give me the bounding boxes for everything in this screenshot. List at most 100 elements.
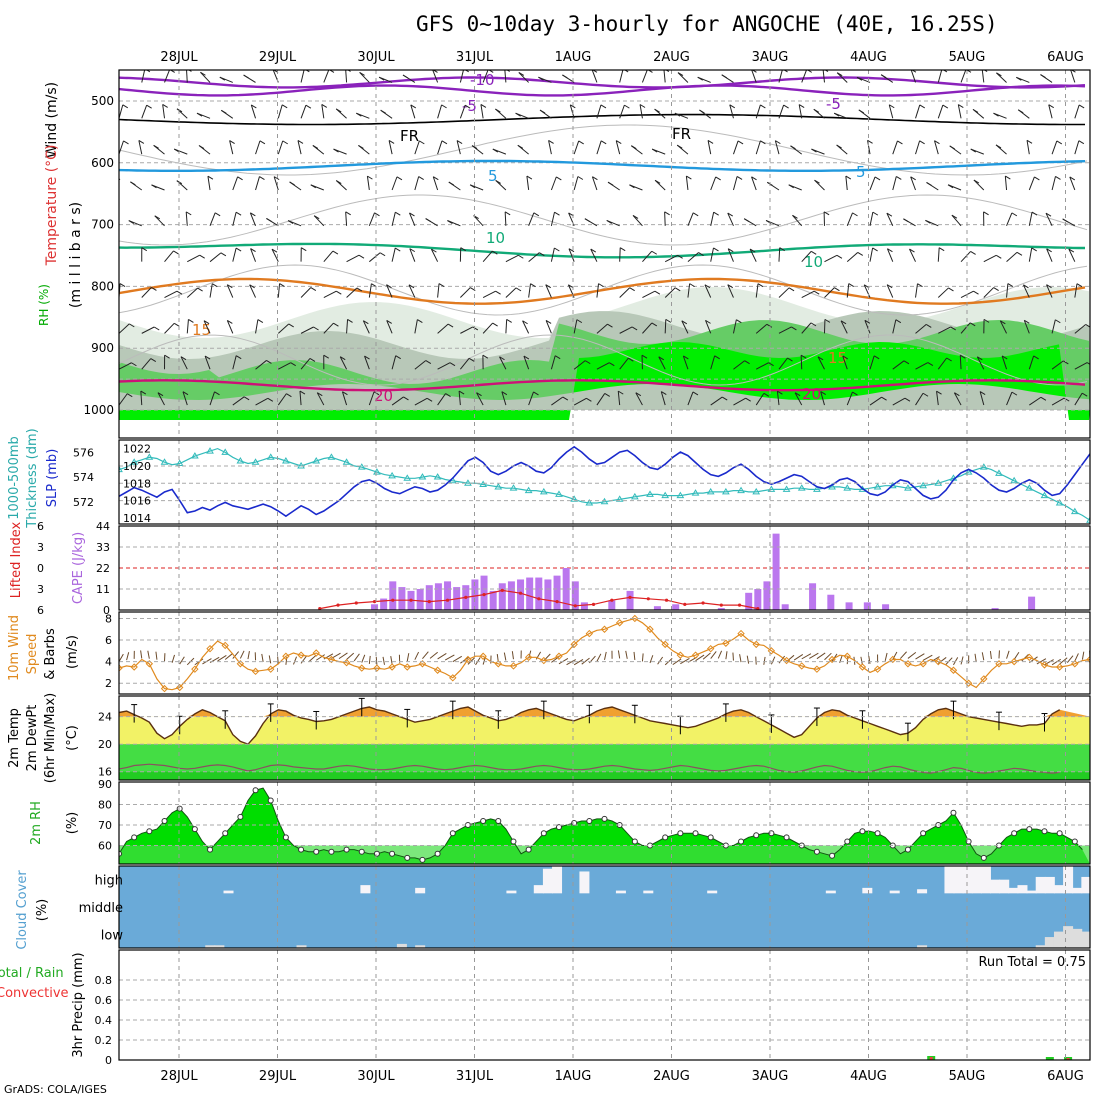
wind-marker <box>1071 660 1079 668</box>
li-marker <box>518 591 523 595</box>
wind-barb-10m <box>824 652 832 661</box>
wind-barb-flag <box>517 144 524 149</box>
wind-barb-10m <box>368 655 371 664</box>
wind-barb-10m <box>633 651 636 660</box>
wind-barb-flag <box>141 247 148 252</box>
contour-label: -10 <box>470 71 495 89</box>
wind-barb <box>820 391 825 406</box>
wind-barb <box>388 140 393 155</box>
wind-barb <box>141 105 148 119</box>
wind-barb-10m <box>596 653 602 662</box>
wind-barb <box>792 215 803 227</box>
thickness-marker <box>266 453 275 460</box>
date-label-bottom: 1AUG <box>555 1069 592 1084</box>
wind-marker <box>767 647 776 655</box>
rh-marker <box>222 830 229 837</box>
thickness-marker <box>479 480 488 487</box>
precip-conv-bar <box>929 1057 933 1060</box>
wind-barb-flag <box>727 212 734 217</box>
wind-barb-flag <box>367 175 373 180</box>
wind-barb <box>226 284 234 298</box>
wind-barb-flag <box>356 287 363 292</box>
wind-barb <box>278 362 291 370</box>
temp-contour <box>119 242 1085 259</box>
wind-marker <box>449 674 457 682</box>
wind-barb-flag <box>221 109 227 114</box>
wind-barb-flag <box>328 70 335 73</box>
contour-label: FR <box>400 127 419 145</box>
label-wind10-3: & Barbs <box>43 628 58 680</box>
wind-barb-10m <box>315 654 325 661</box>
wind-barb <box>663 70 666 83</box>
wind-barb-10m <box>981 652 985 661</box>
wind-barb-10m <box>625 650 628 659</box>
wind10-panel <box>119 614 1090 693</box>
cape-bar <box>526 577 534 610</box>
wind-barb-10m <box>573 658 584 666</box>
wind-barb <box>250 104 257 119</box>
wind-marker <box>119 664 123 672</box>
wind-barb-flag <box>336 290 342 295</box>
wind-barb-flag <box>323 354 329 359</box>
li-marker <box>391 598 395 602</box>
cape-bar <box>553 575 561 610</box>
wind-barb-flag <box>173 148 180 153</box>
wind-barb <box>1051 360 1064 370</box>
wind-barb <box>705 320 712 334</box>
wind-marker <box>722 639 730 647</box>
wind-barb-10m <box>406 653 410 662</box>
wind-barb-flag <box>1033 355 1039 360</box>
wind-barb <box>551 396 564 406</box>
wind-barb-flag <box>727 284 734 289</box>
wind-barb <box>687 252 699 263</box>
thickness-marker <box>251 458 260 465</box>
cloud-low-bar <box>1044 937 1055 948</box>
wind-barb-flag <box>760 104 766 109</box>
li-marker <box>591 602 596 607</box>
rh-marker <box>813 848 820 855</box>
wind-barb <box>164 322 175 334</box>
rh-marker <box>980 854 987 861</box>
wind-barb-flag <box>281 104 288 109</box>
wind-barb-flag <box>749 248 756 253</box>
cape-bar <box>626 590 634 610</box>
wind-barb-flag <box>1076 283 1083 288</box>
wind-barb <box>590 248 598 262</box>
thickness-marker <box>509 484 518 491</box>
wind-barb-flag <box>131 362 137 367</box>
wind-marker <box>540 656 548 665</box>
wind-barb-flag <box>836 144 842 149</box>
label-wind: Wind (m/s) <box>44 82 60 158</box>
wind-barb-flag <box>873 355 880 360</box>
wind-barb <box>229 140 234 155</box>
cape-bar <box>580 602 588 610</box>
contour-label: 10 <box>486 229 505 247</box>
wind-barb <box>345 70 348 83</box>
wind-barb <box>200 71 211 83</box>
wind-barb-flag <box>456 140 463 144</box>
y-tick-wind: 4 <box>105 656 112 669</box>
wind-barb-flag <box>335 108 342 113</box>
wind-barb <box>476 392 484 406</box>
wind-barb-flag <box>506 318 512 323</box>
label-cloud-2: (%) <box>35 899 50 922</box>
thickness-marker <box>160 458 169 465</box>
wind-barb <box>482 70 489 83</box>
wind-barb-flag <box>651 322 658 327</box>
rh-marker <box>252 787 259 794</box>
wind-speed-line <box>119 617 1090 691</box>
wind-barb-flag <box>533 391 539 396</box>
wind-barb <box>545 284 552 298</box>
wind-barb <box>1028 176 1035 191</box>
wind-barb-flag <box>379 252 386 257</box>
wind-barb-flag <box>707 139 714 144</box>
wind-barb <box>232 247 237 262</box>
cloud-high-bar <box>1090 877 1100 893</box>
wind-barb <box>814 179 825 191</box>
wind-barb-flag <box>386 320 392 324</box>
wind-barb-flag <box>200 71 206 76</box>
wind-barb-flag <box>817 356 824 361</box>
wind-barb-flag <box>689 283 695 288</box>
y-tick-thickness: 576 <box>73 446 94 459</box>
wind-barb-flag <box>763 392 770 397</box>
